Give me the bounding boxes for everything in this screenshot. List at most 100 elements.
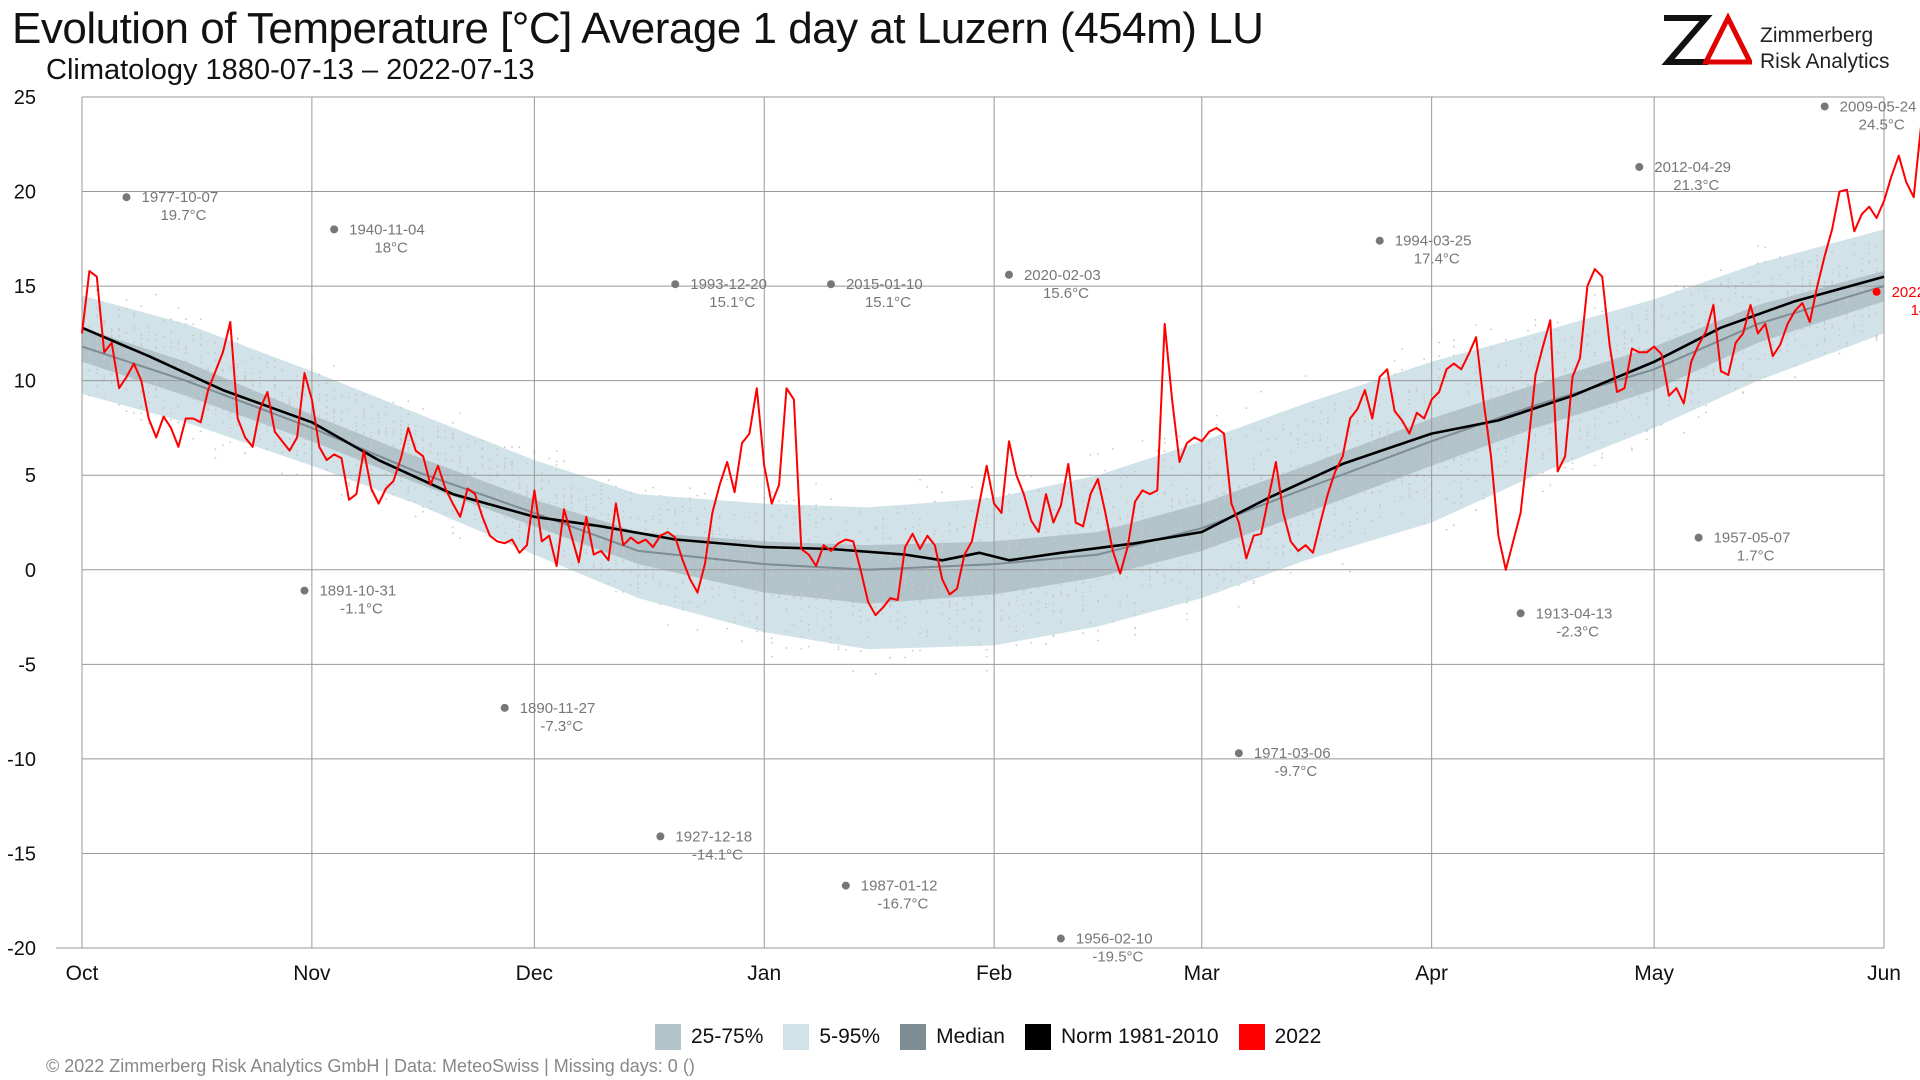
scatter-point	[689, 560, 691, 563]
scatter-point	[1601, 377, 1604, 380]
scatter-point	[1037, 542, 1040, 545]
scatter-point	[830, 616, 832, 619]
scatter-point	[933, 552, 936, 554]
scatter-point	[140, 406, 143, 409]
scatter-point	[674, 509, 677, 511]
scatter-point	[1230, 511, 1233, 513]
scatter-point	[963, 545, 966, 548]
scatter-point	[355, 456, 358, 459]
scatter-point	[1415, 434, 1418, 437]
scatter-point	[1089, 509, 1092, 511]
scatter-point	[1371, 434, 1374, 437]
scatter-point	[1497, 397, 1500, 399]
scatter-point	[1408, 436, 1411, 439]
scatter-point	[911, 539, 914, 542]
scatter-point	[926, 570, 929, 572]
scatter-point	[1549, 380, 1552, 383]
legend-item-norm: Norm 1981-2010	[1024, 1024, 1219, 1050]
scatter-point	[281, 394, 284, 397]
scatter-point	[1267, 561, 1270, 564]
scatter-point	[459, 412, 462, 414]
scatter-point	[711, 525, 714, 528]
scatter-point	[770, 537, 773, 540]
scatter-point	[1037, 489, 1040, 492]
scatter-point	[1779, 330, 1782, 333]
scatter-point	[1675, 303, 1678, 305]
scatter-point	[1060, 611, 1062, 613]
scatter-point	[615, 501, 617, 503]
scatter-point	[281, 445, 284, 447]
scatter-point	[896, 618, 899, 621]
scatter-point	[1757, 305, 1759, 308]
scatter-point	[778, 588, 780, 591]
scatter-point	[1089, 523, 1092, 525]
scatter-point	[362, 461, 365, 464]
scatter-point	[214, 358, 217, 361]
scatter-point	[1497, 431, 1500, 433]
scatter-point	[103, 378, 106, 380]
scatter-point	[110, 335, 113, 338]
scatter-point	[1282, 544, 1285, 547]
scatter-point	[1749, 375, 1752, 378]
scatter-point	[429, 500, 432, 503]
scatter-point	[385, 430, 387, 433]
scatter-point	[889, 537, 892, 540]
scatter-point	[296, 375, 298, 378]
scatter-point	[607, 518, 610, 520]
scatter-point	[1045, 592, 1047, 595]
scatter-point	[1260, 524, 1262, 527]
scatter-point	[318, 415, 321, 417]
scatter-point	[830, 600, 832, 602]
scatter-point	[466, 445, 469, 448]
scatter-point	[1838, 352, 1841, 355]
extreme-value-label: -19.5°C	[1092, 949, 1143, 966]
scatter-point	[1831, 272, 1833, 275]
scatter-point	[830, 641, 832, 644]
scatter-point	[1645, 430, 1648, 433]
scatter-point	[652, 564, 654, 567]
scatter-point	[1015, 625, 1018, 628]
scatter-point	[978, 610, 981, 613]
scatter-point	[1846, 304, 1848, 307]
scatter-point	[1720, 345, 1722, 348]
scatter-point	[1631, 388, 1633, 390]
scatter-point	[1178, 570, 1181, 573]
scatter-point	[318, 399, 321, 402]
scatter-point	[474, 513, 476, 515]
scatter-point	[1482, 497, 1485, 500]
scatter-point	[526, 500, 528, 503]
scatter-point	[385, 427, 387, 430]
scatter-point	[333, 397, 335, 400]
scatter-point	[1312, 499, 1314, 502]
scatter-point	[1831, 323, 1833, 326]
scatter-point	[1816, 322, 1819, 325]
scatter-point	[1215, 495, 1218, 497]
scatter-point	[1119, 558, 1122, 561]
scatter-point	[1022, 589, 1025, 592]
x-tick-label: Apr	[1415, 962, 1448, 985]
scatter-point	[214, 404, 217, 407]
scatter-point	[844, 596, 847, 598]
scatter-point	[1037, 520, 1040, 523]
scatter-point	[1764, 353, 1767, 356]
scatter-point	[1149, 575, 1151, 578]
scatter-point	[755, 585, 758, 587]
scatter-point	[1252, 458, 1255, 460]
x-tick-label: Nov	[293, 962, 331, 985]
scatter-point	[1534, 355, 1537, 358]
scatter-point	[1757, 358, 1759, 361]
extreme-date-label: 1977-10-07	[141, 189, 218, 206]
scatter-point	[585, 549, 588, 552]
scatter-point	[896, 626, 899, 629]
scatter-point	[1631, 447, 1633, 449]
scatter-point	[1453, 502, 1455, 504]
scatter-point	[726, 553, 729, 556]
scatter-point	[689, 511, 691, 513]
scatter-point	[555, 469, 558, 471]
scatter-point	[1808, 279, 1811, 281]
scatter-point	[511, 462, 513, 465]
scatter-point	[1393, 392, 1396, 395]
scatter-point	[1593, 417, 1596, 420]
scatter-point	[1816, 254, 1819, 257]
scatter-point	[1186, 598, 1188, 601]
